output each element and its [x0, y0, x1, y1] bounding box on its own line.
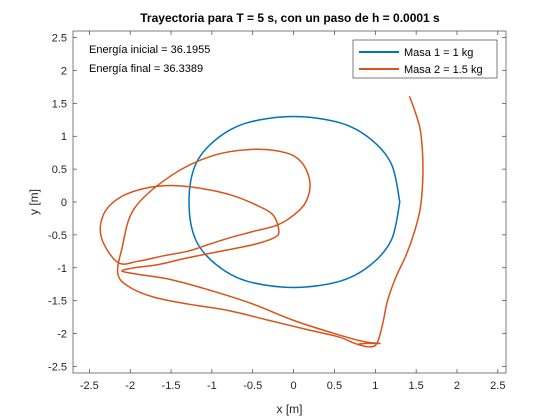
x-axis-label: x [m] [277, 402, 303, 416]
x-tick-label: 2 [454, 380, 460, 392]
x-tick-label: 2.5 [490, 380, 505, 392]
y-tick-label: 0.5 [52, 164, 67, 176]
plot-area [73, 31, 506, 373]
x-tick-label: 1.5 [408, 380, 423, 392]
legend[interactable]: Masa 1 = 1 kg Masa 2 = 1.5 kg [352, 39, 498, 79]
y-tick-label: -1.5 [48, 296, 67, 308]
x-tick-label: -2.5 [80, 380, 99, 392]
y-tick-label: 2.5 [52, 33, 67, 45]
series-line-2 [99, 96, 424, 348]
annotation-final-energy: Energía final = 36.3389 [89, 63, 203, 75]
series-line-1 [188, 115, 401, 289]
legend-label-masa-1: Masa 1 = 1 kg [404, 47, 473, 59]
x-tick-label: -1 [207, 380, 217, 392]
y-tick-label: -0.5 [48, 230, 67, 242]
y-tick-label: -1 [57, 263, 67, 275]
x-tick-label: 0 [291, 380, 297, 392]
y-tick-label: 0 [61, 197, 67, 209]
y-tick-label: 2 [61, 65, 67, 77]
x-tick-label: -2 [125, 380, 135, 392]
x-tick-label: -0.5 [243, 380, 262, 392]
y-tick-label: -2.5 [48, 361, 67, 373]
chart-title: Trayectoria para T = 5 s, con un paso de… [140, 11, 440, 25]
x-tick-label: 0.5 [327, 380, 342, 392]
annotation-initial-energy: Energía inicial = 36.1955 [89, 44, 210, 56]
y-tick-label: 1.5 [52, 98, 67, 110]
ticks-layer: -2.5 -2 -1.5 -1 -0.5 0 0.5 1 1.5 2 2.5 -2.5 -2 -1.5 -1… [48, 31, 506, 392]
legend-box [352, 39, 498, 79]
legend-label-masa-2: Masa 2 = 1.5 kg [404, 64, 483, 76]
y-tick-label: -2 [57, 329, 67, 341]
x-tick-label: -1.5 [162, 380, 181, 392]
x-tick-label: 1 [372, 380, 378, 392]
series-layer [99, 96, 424, 348]
y-tick-label: 1 [61, 131, 67, 143]
y-axis-label: y [m] [27, 189, 41, 215]
